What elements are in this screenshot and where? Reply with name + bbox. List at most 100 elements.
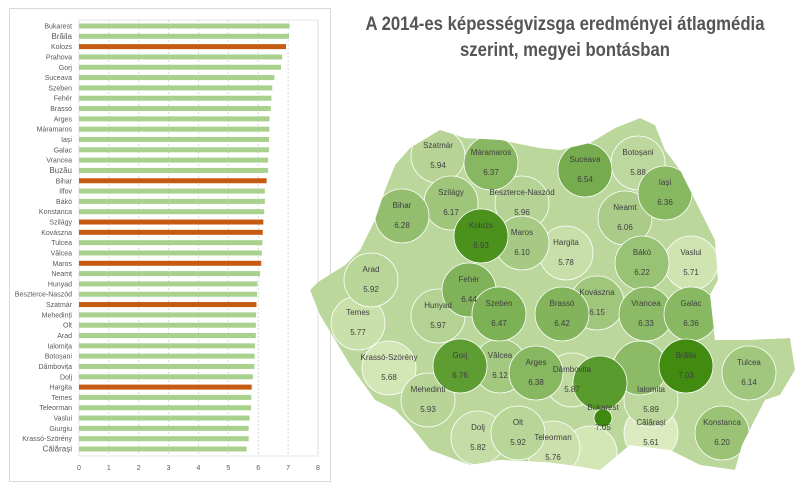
category-label: Kovászna: [41, 230, 72, 237]
x-tick-label: 0: [77, 465, 81, 472]
category-label: Iași: [61, 137, 72, 144]
county-value-label: 6.42: [554, 319, 570, 328]
county-máramaros: [463, 135, 519, 191]
county-name-label: Brassó: [550, 299, 575, 308]
bar-beszterce-naszód: [79, 291, 258, 297]
county-name-label: Gorj: [452, 351, 467, 360]
bar-bukarest: [79, 23, 290, 29]
county-name-label: Mehedinti: [411, 385, 446, 394]
county-brăila: [658, 338, 714, 394]
county-szeben: [471, 286, 527, 342]
county-name-label: Brăila: [676, 351, 697, 360]
county-value-label: 5.93: [420, 405, 436, 414]
category-label: Szilágy: [49, 220, 72, 227]
county-value-label: 6.38: [528, 378, 544, 387]
bar-botoșani: [79, 353, 255, 359]
county-name-label: Beszterce-Naszód: [489, 188, 554, 197]
bar-bihar: [79, 178, 267, 184]
county-name-label: Vaslui: [680, 248, 701, 257]
bar-fehér: [79, 95, 272, 101]
category-label: Galac: [54, 147, 73, 154]
county-name-label: Galac: [681, 299, 702, 308]
category-label: Temes: [51, 395, 72, 402]
county-name-label: Szatmár: [423, 141, 453, 150]
bar-dolj: [79, 374, 253, 380]
bar-krassó-szörény: [79, 436, 249, 442]
category-label: Prahova: [46, 54, 72, 61]
x-tick-label: 3: [167, 465, 171, 472]
county-name-label: Arges: [526, 358, 547, 367]
category-label: Szeben: [48, 85, 72, 92]
category-label: Vrancea: [46, 158, 72, 165]
category-label: Arad: [57, 333, 72, 340]
bar-arad: [79, 333, 256, 339]
county-name-label: Bihar: [393, 201, 412, 210]
bar-buzău: [79, 167, 269, 173]
bar-arges: [79, 116, 270, 122]
county-iași: [637, 165, 693, 221]
county-value-label: 5.92: [510, 438, 526, 447]
county-value-label: 5.97: [430, 321, 446, 330]
bar-brăila: [79, 33, 290, 39]
county-name-label: Temes: [346, 308, 370, 317]
bar-ilfov: [79, 188, 265, 194]
category-label: Beszterce-Naszód: [15, 292, 72, 299]
bar-bákó: [79, 198, 265, 204]
county-name-label: Szeben: [485, 299, 512, 308]
county-name-label: Fehér: [459, 275, 480, 284]
county-value-label: 6.28: [394, 221, 410, 230]
bar-vaslui: [79, 415, 250, 421]
bar-szeben: [79, 85, 273, 91]
county-galac: [663, 286, 719, 342]
county-name-label: Máramaros: [471, 148, 511, 157]
county-value-label: 6.37: [483, 168, 499, 177]
bar-szatmár: [79, 302, 257, 308]
county-name-label: Konstanca: [703, 418, 741, 427]
bar-chart-frame: [9, 8, 331, 482]
county-value-label: 5.71: [683, 268, 699, 277]
bar-galac: [79, 147, 270, 153]
x-tick-label: 4: [197, 465, 201, 472]
county-name-label: Suceava: [569, 155, 601, 164]
category-label: Kolozs: [51, 44, 73, 51]
category-label: Bukarest: [44, 24, 72, 31]
county-value-label: 6.12: [492, 371, 508, 380]
county-value-label: 6.44: [461, 295, 477, 304]
county-gorj: [432, 338, 488, 394]
county-name-label: Botoșani: [622, 148, 653, 157]
bar-temes: [79, 394, 252, 400]
bar-prahova: [79, 54, 283, 60]
county-vaslui: [663, 235, 719, 291]
category-label: Teleorman: [39, 405, 72, 412]
county-value-label: 6.22: [634, 268, 650, 277]
category-label: Suceava: [45, 75, 72, 82]
bar-kovászna: [79, 229, 263, 235]
county-name-label: Olt: [513, 418, 524, 427]
category-label: Botoșani: [45, 354, 73, 361]
category-label: Ialomița: [47, 343, 72, 350]
x-tick-label: 7: [286, 465, 290, 472]
county-value-label: 6.15: [589, 308, 605, 317]
bar-dâmbovița: [79, 363, 255, 369]
category-label: Krassó-Szörény: [22, 436, 72, 443]
county-value-label: 5.76: [545, 453, 561, 462]
category-label: Dolj: [60, 374, 73, 381]
county-name-label: Iași: [659, 178, 672, 187]
county-bákó: [614, 235, 670, 291]
bar-vâlcea: [79, 250, 262, 256]
bar-máramaros: [79, 126, 270, 132]
bar-konstanca: [79, 209, 265, 215]
county-name-label: Bukarest: [587, 403, 619, 412]
county-bihar: [374, 188, 430, 244]
bar-hunyad: [79, 281, 258, 287]
county-name-label: Ialomita: [637, 385, 666, 394]
bar-gorj: [79, 64, 281, 70]
category-label: Gorj: [59, 65, 73, 72]
bar-olt: [79, 322, 256, 328]
county-brassó: [534, 286, 590, 342]
bar-ialomița: [79, 343, 255, 349]
category-label: Hunyad: [48, 281, 72, 288]
county-name-label: Hargita: [553, 238, 579, 247]
county-konstanca: [694, 405, 750, 461]
county-value-label: 5.92: [363, 285, 379, 294]
